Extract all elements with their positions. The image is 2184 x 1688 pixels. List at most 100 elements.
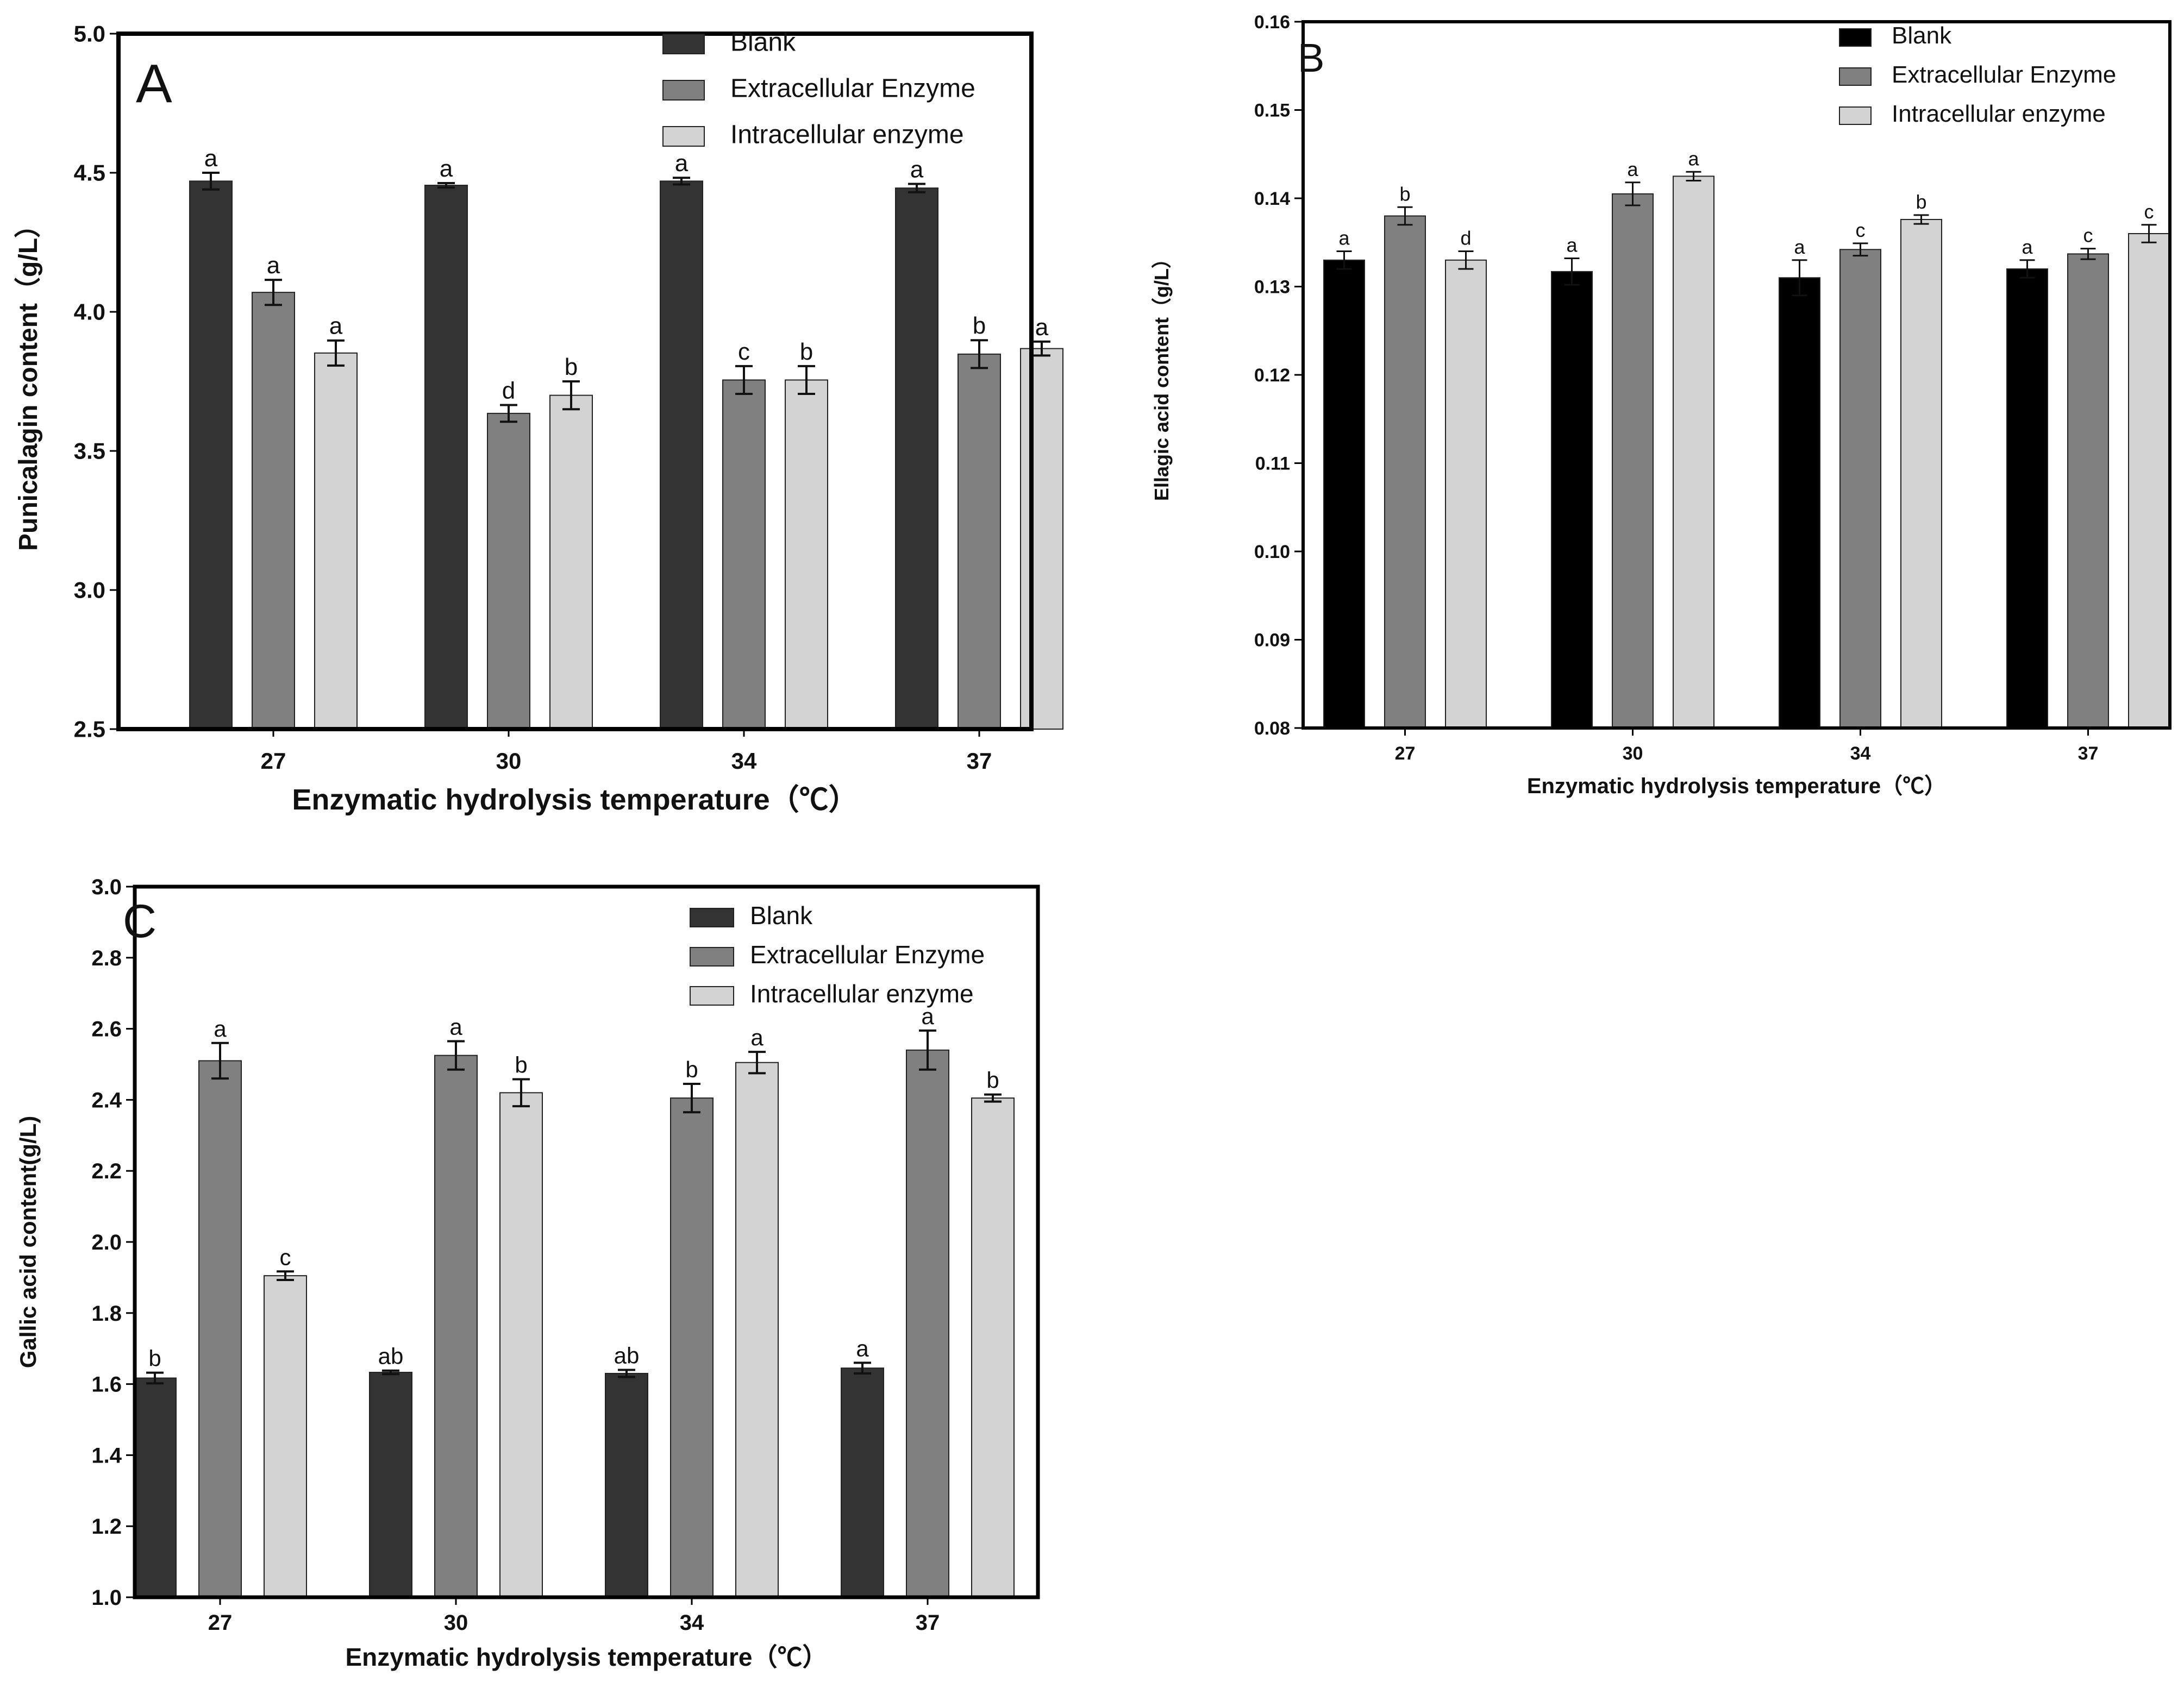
legend-entry: Extracellular Enzyme (1892, 61, 2116, 88)
panel-label: A (136, 53, 172, 114)
significance-letter: b (973, 312, 986, 339)
bar-intracellular-enzyme-37 (1020, 348, 1063, 730)
y-tick-label: 2.0 (91, 1231, 122, 1254)
bar-blank-34 (1779, 277, 1820, 729)
bar-blank-27 (189, 180, 233, 730)
y-tick-label: 0.11 (1255, 453, 1290, 474)
bar-intracellular-enzyme-30 (1673, 175, 1714, 729)
significance-letter: c (738, 338, 750, 365)
significance-letter: a (1794, 236, 1805, 258)
significance-letter: c (2083, 224, 2093, 247)
significance-letter: a (2022, 236, 2033, 258)
bar-blank-37 (895, 187, 938, 730)
bar-extracellular-enzyme-30 (487, 412, 530, 730)
y-tick-label: 0.15 (1254, 100, 1290, 121)
significance-letter: c (1856, 219, 1866, 241)
significance-letter: c (2144, 200, 2154, 223)
bar-intracellular-enzyme-34 (735, 1062, 779, 1598)
bar-intracellular-enzyme-27 (314, 352, 358, 730)
legend-entry: Intracellular enzyme (1892, 101, 2106, 127)
y-tick-label: 4.0 (74, 299, 105, 325)
legend-entry: Extracellular Enzyme (750, 940, 985, 969)
legend-swatch (1839, 28, 1872, 47)
bar-extracellular-enzyme-30 (1612, 193, 1654, 729)
bar-extracellular-enzyme-27 (1384, 215, 1426, 729)
x-axis-label: Enzymatic hydrolysis temperature（℃） (292, 783, 858, 816)
y-tick-label: 0.10 (1254, 542, 1290, 562)
x-tick-label: 37 (916, 1611, 940, 1635)
chart-panel-a: a a a 27 a d b 30 a c b 34 a b a 37 2.5 3.0 3.5 4.0 4.5 5.0 Pu… (14, 21, 1063, 816)
bar-extracellular-enzyme-37 (906, 1049, 949, 1598)
bar-intracellular-enzyme-27 (264, 1275, 307, 1598)
y-tick-label: 0.08 (1254, 718, 1290, 739)
bar-blank-34 (660, 180, 703, 730)
x-tick-label: 37 (2078, 743, 2099, 764)
legend-entry: Intracellular enzyme (750, 980, 974, 1008)
y-tick-label: 0.14 (1254, 189, 1290, 209)
significance-letter: b (1916, 191, 1926, 213)
panel-label: C (123, 895, 157, 947)
y-tick-label: 0.09 (1254, 630, 1290, 650)
x-tick-label: 27 (261, 748, 286, 774)
y-tick-label: 2.4 (91, 1088, 122, 1112)
bar-intracellular-enzyme-27 (1445, 259, 1487, 729)
significance-letter: c (280, 1244, 291, 1270)
significance-letter: b (565, 354, 578, 380)
bar-blank-37 (2006, 268, 2048, 729)
legend-entry: Blank (1892, 22, 1952, 49)
y-tick-label: 1.2 (91, 1515, 122, 1539)
x-tick-label: 37 (967, 748, 992, 774)
significance-letter: a (1688, 147, 1699, 170)
bar-extracellular-enzyme-34 (722, 379, 766, 730)
bar-blank-37 (841, 1367, 884, 1598)
bar-extracellular-enzyme-27 (198, 1060, 242, 1598)
y-tick-label: 0.12 (1254, 365, 1290, 386)
x-axis-label: Enzymatic hydrolysis temperature（℃） (1527, 774, 1946, 798)
legend-swatch (662, 126, 705, 147)
bar-blank-27 (133, 1377, 177, 1598)
bar-intracellular-enzyme-30 (499, 1092, 543, 1598)
chart-panel-b: a b d 27 a a a 30 a c b 34 a c c 37 0.08 0.09 0.10 0.11 0.12… (1150, 12, 2172, 798)
significance-letter: a (1338, 227, 1350, 249)
significance-letter: a (1566, 234, 1578, 256)
bar-extracellular-enzyme-27 (252, 292, 295, 730)
significance-letter: ab (614, 1342, 640, 1368)
legend-swatch (690, 986, 734, 1006)
y-tick-label: 0.16 (1254, 12, 1290, 33)
significance-letter: ab (378, 1344, 404, 1369)
y-tick-label: 3.0 (74, 578, 105, 603)
y-tick-label: 3.5 (74, 438, 105, 464)
legend-swatch (690, 908, 734, 927)
significance-letter: b (515, 1052, 527, 1077)
significance-letter: a (1035, 314, 1049, 341)
significance-letter: a (856, 1335, 869, 1361)
panel-label: B (1298, 35, 1324, 80)
significance-letter: a (214, 1016, 227, 1041)
y-tick-label: 1.0 (91, 1586, 122, 1610)
significance-letter: a (910, 156, 924, 183)
significance-letter: a (675, 150, 689, 177)
bar-intracellular-enzyme-34 (1900, 219, 1942, 729)
bar-blank-30 (369, 1372, 412, 1598)
significance-letter: b (986, 1068, 999, 1093)
significance-letter: a (1627, 158, 1638, 180)
significance-letter: a (440, 155, 453, 182)
legend-swatch (1839, 106, 1872, 125)
significance-letter: b (148, 1346, 161, 1371)
legend-entry: Blank (730, 28, 796, 57)
x-tick-label: 34 (680, 1611, 704, 1635)
bar-blank-30 (424, 185, 468, 730)
significance-letter: b (800, 338, 813, 365)
y-tick-label: 2.6 (91, 1018, 122, 1041)
x-tick-label: 30 (1623, 743, 1643, 764)
y-axis-label: Ellagic acid content（g/L） (1150, 249, 1173, 501)
y-tick-label: 1.6 (91, 1373, 122, 1397)
legend-swatch (1839, 67, 1872, 86)
bar-intracellular-enzyme-37 (2128, 233, 2170, 729)
y-tick-label: 1.4 (91, 1444, 122, 1467)
bar-extracellular-enzyme-30 (434, 1055, 478, 1598)
x-tick-label: 30 (444, 1611, 468, 1635)
x-tick-label: 34 (731, 748, 757, 774)
y-tick-label: 1.8 (91, 1302, 122, 1326)
